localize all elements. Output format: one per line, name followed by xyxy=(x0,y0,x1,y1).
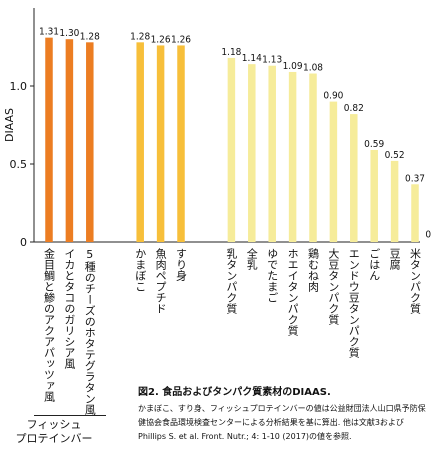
caption-note: かまぼこ、すり身、フィッシュプロテインバーの値は公益財団法人山口県予防保健協会食… xyxy=(138,404,426,441)
category-label: ホエイタンパク質 xyxy=(286,248,299,337)
bar xyxy=(350,114,358,242)
figure-caption: 図2. 食品およびタンパク質素材のDIAAS. かまぼこ、すり身、フィッシュプロ… xyxy=(138,383,428,444)
bar-value-label: 1.26 xyxy=(151,34,171,45)
category-label: 乳タンパク質 xyxy=(225,248,238,315)
y-tick-label: 0 xyxy=(20,236,27,249)
category-label: 全乳 xyxy=(245,247,258,270)
category-label: イカとタコのガリシア風 xyxy=(63,248,76,370)
bar-value-label: 1.08 xyxy=(303,63,323,74)
category-label: 5種のチーズのホタテグラタン風 xyxy=(83,248,96,416)
bar-value-label: 1.14 xyxy=(242,53,262,64)
bar xyxy=(288,71,297,243)
bar xyxy=(390,160,399,242)
category-label: 鶏むね肉 xyxy=(307,247,320,292)
bar-value-label: 1.28 xyxy=(130,31,150,42)
y-axis-title: DIAAS xyxy=(3,108,16,142)
category-label: ゆでたまご xyxy=(266,248,279,303)
bar-value-label: 0.59 xyxy=(364,139,384,150)
category-label: すり身 xyxy=(175,248,188,282)
category-label: エンドウ豆タンパク質 xyxy=(347,248,360,359)
bar xyxy=(227,57,236,242)
bar-value-label: 1.26 xyxy=(171,34,191,45)
bar xyxy=(329,101,338,242)
bar-value-label: 1.09 xyxy=(283,61,303,72)
group-label-fish-protein-bar: フィッシュ プロテインバー xyxy=(15,418,93,445)
bar-value-label: 1.30 xyxy=(59,28,79,39)
bar xyxy=(86,42,94,242)
bar xyxy=(268,65,276,242)
bar-value-label: 0.90 xyxy=(323,91,343,102)
category-label: 金目鯛と鯵のアクアパッツァ風 xyxy=(43,247,56,403)
bar-value-label: 1.13 xyxy=(262,55,282,66)
y-tick-label: 0.5 xyxy=(10,158,28,171)
bar xyxy=(177,45,185,242)
category-label: かまぼこ xyxy=(134,248,147,292)
caption-title: 図2. 食品およびタンパク質素材のDIAAS. xyxy=(138,387,331,398)
bar-value-label: 0.52 xyxy=(385,150,405,161)
bar xyxy=(411,184,419,242)
bar xyxy=(65,39,74,243)
bar-value-label: 1.18 xyxy=(221,47,241,58)
y-tick-label: 1.0 xyxy=(10,80,28,93)
group-bracket-line xyxy=(34,415,106,416)
category-label: 大豆タンパク質 xyxy=(327,247,340,326)
bar-value-label: 0.37 xyxy=(405,173,425,184)
category-label: ごはん xyxy=(368,248,381,281)
bar-value-label: 0.82 xyxy=(344,103,364,114)
category-label: 豆腐 xyxy=(388,248,401,271)
bar xyxy=(370,149,378,242)
bar-value-label: 0.01 xyxy=(425,229,431,240)
bar xyxy=(136,42,144,242)
category-label: 米タンパク質 xyxy=(409,248,422,315)
bar xyxy=(156,45,165,242)
bar-value-label: 1.28 xyxy=(80,31,100,42)
bar xyxy=(309,73,317,243)
bar xyxy=(45,37,53,242)
bar xyxy=(248,64,256,242)
category-label: コーンフレーク xyxy=(429,248,431,325)
bar-value-label: 1.31 xyxy=(39,27,59,38)
category-label: 魚肉ペプチド xyxy=(154,248,167,314)
